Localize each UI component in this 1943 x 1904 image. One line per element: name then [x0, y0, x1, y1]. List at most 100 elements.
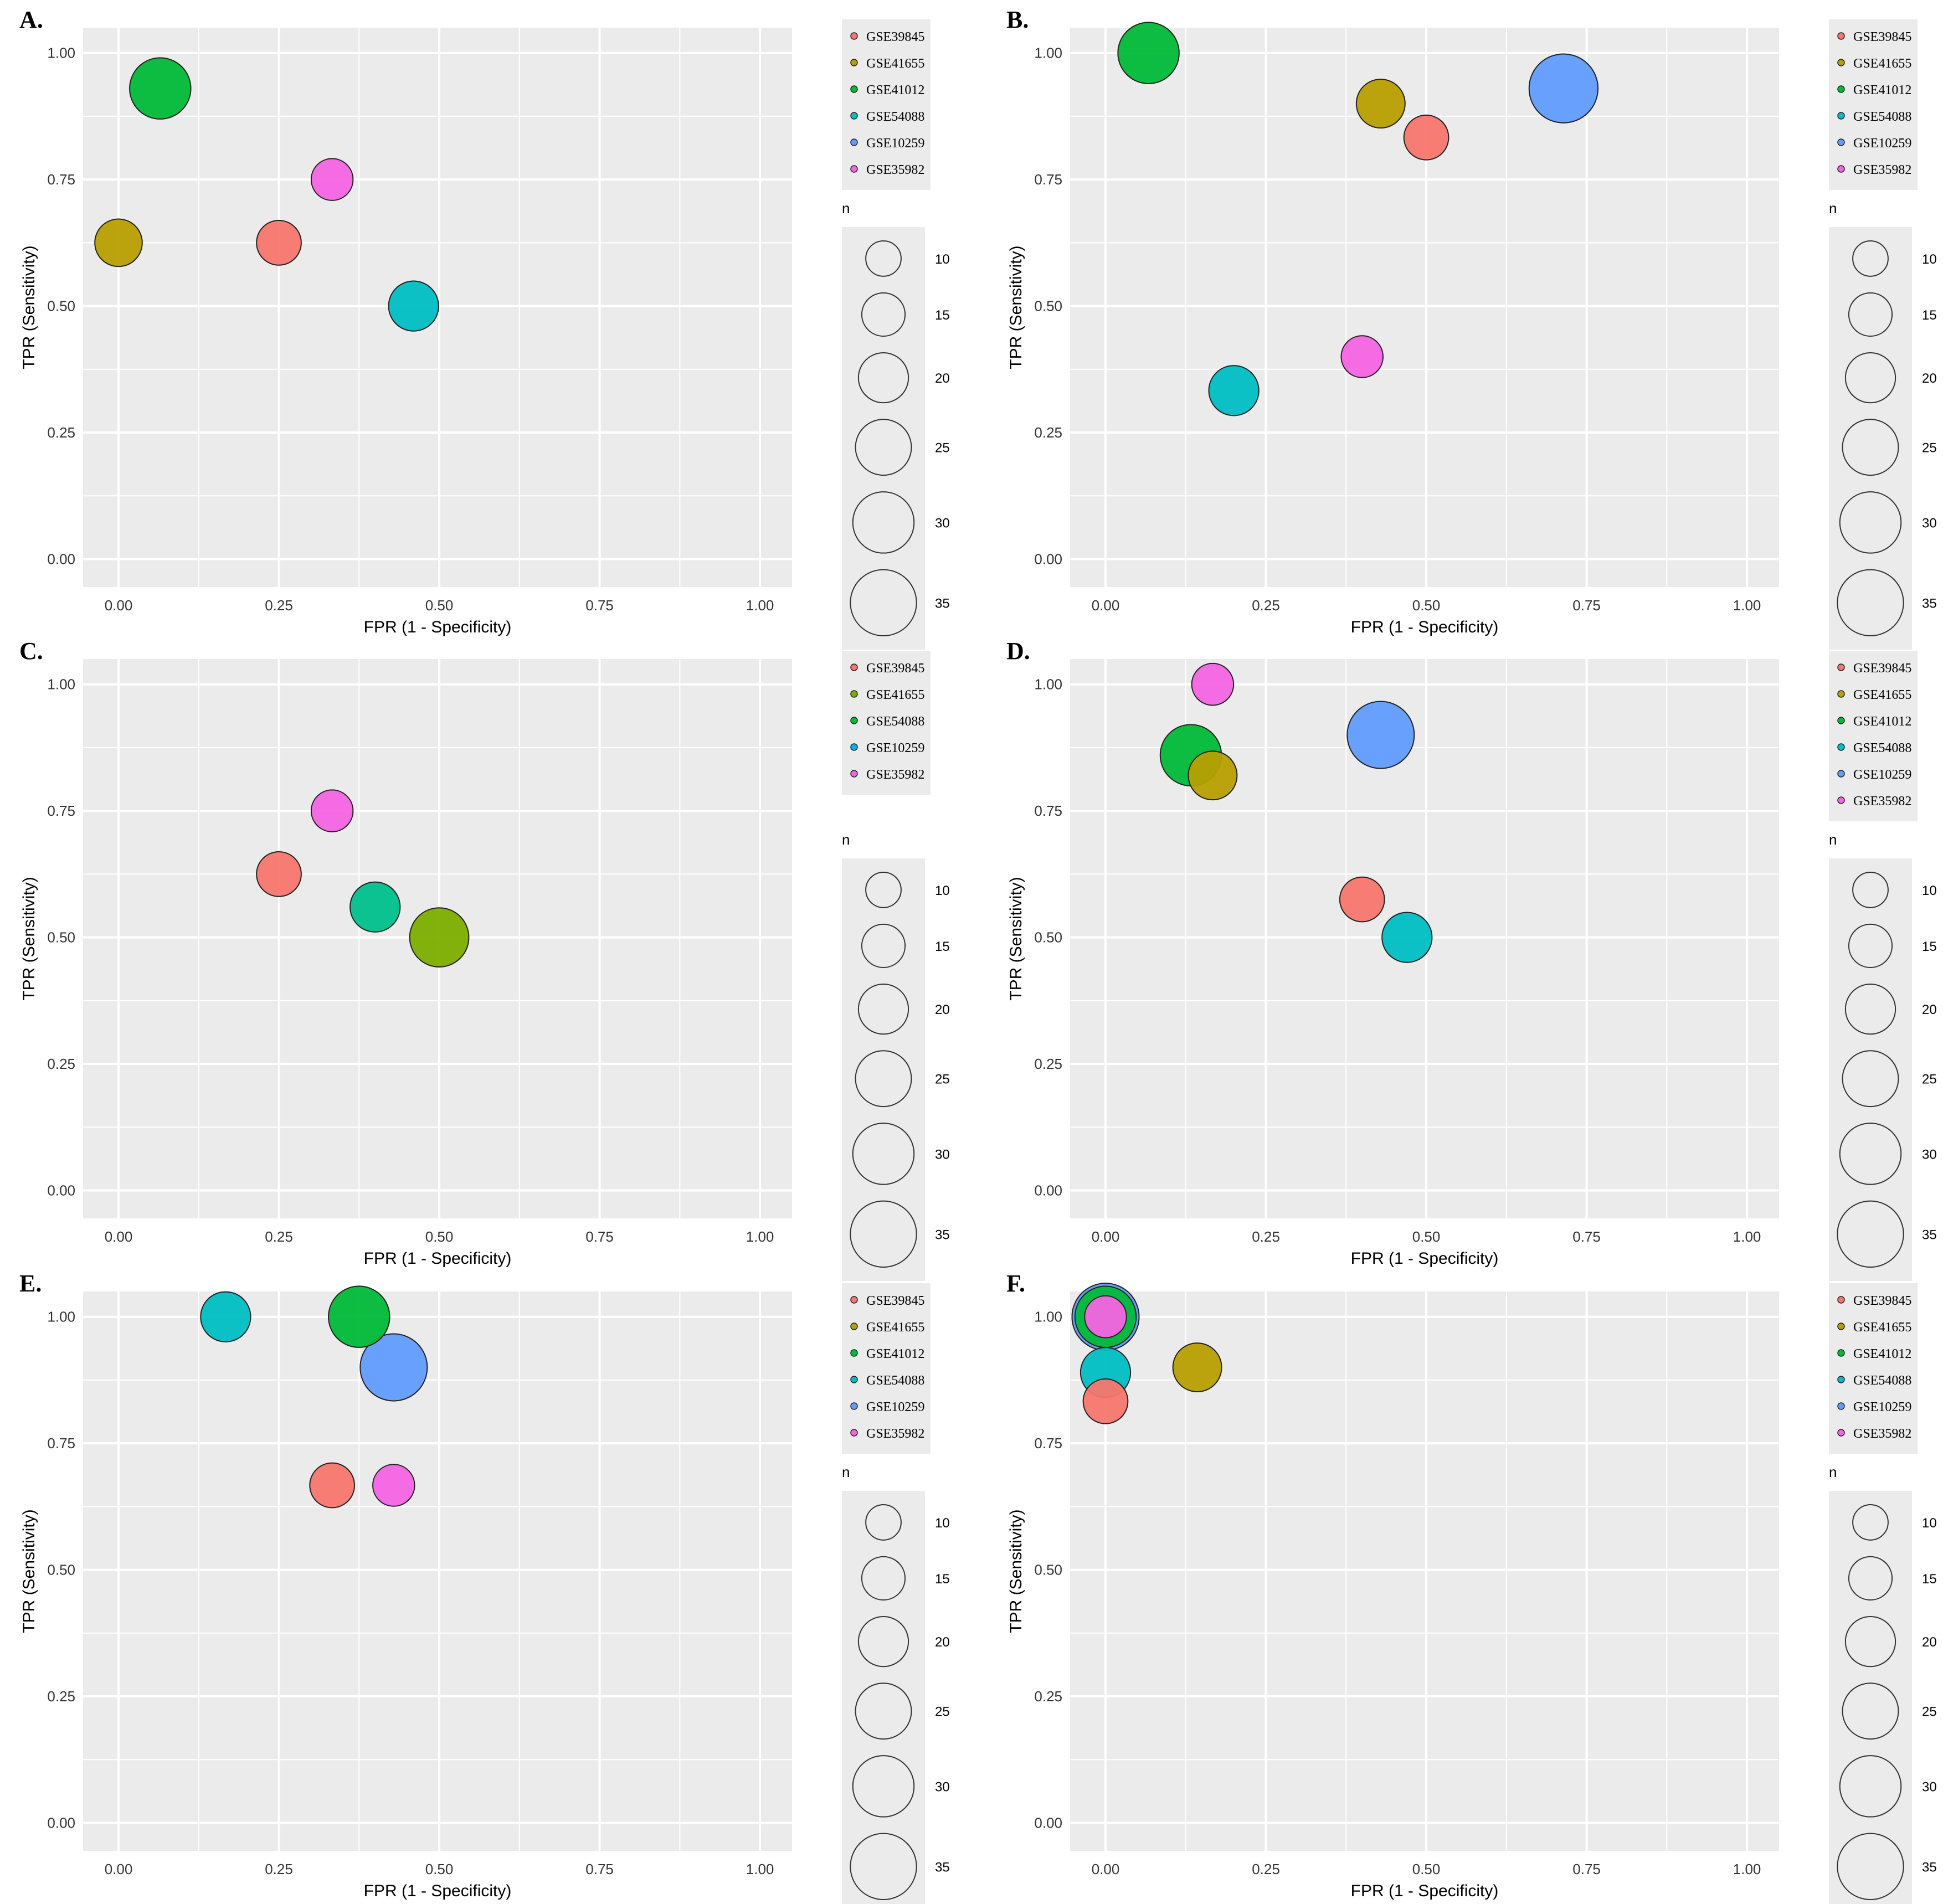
size-legend-label: 25: [935, 1705, 950, 1720]
size-legend-title: n: [1829, 200, 1837, 217]
x-tick-label: 0.50: [425, 597, 454, 614]
panel-b: B. 0.00 0.00 0.25 0.25 0.50 0.50 0.75 0.75 1.00 1.…: [1006, 6, 1937, 650]
x-tick-label: 0.25: [1252, 597, 1280, 614]
data-point-gse54088: [1381, 912, 1433, 963]
legend-label: GSE41655: [866, 688, 924, 702]
size-legend-circle: [1848, 923, 1893, 968]
x-tick-label: 0.25: [265, 1228, 293, 1245]
legend-key-background: [1829, 19, 1918, 190]
y-tick-label: 0.50: [1034, 929, 1062, 946]
size-legend-circle: [1837, 1200, 1904, 1268]
y-tick-label: 0.00: [47, 1182, 75, 1199]
size-legend-label: 15: [1922, 1572, 1937, 1587]
size-legend-circle: [1842, 1682, 1899, 1740]
legend-swatch: [1837, 743, 1845, 751]
legend-swatch: [1837, 1429, 1845, 1437]
y-tick-label: 0.00: [1034, 1182, 1062, 1199]
y-tick-label: 0.25: [1034, 1056, 1062, 1072]
size-legend-circle: [1844, 352, 1896, 404]
y-tick-label: 0.25: [47, 1056, 75, 1072]
legend-swatch: [1837, 1402, 1845, 1410]
legend-swatch: [850, 1376, 858, 1383]
panel-letter: D.: [1006, 637, 1030, 665]
x-tick-label: 0.75: [1572, 1861, 1601, 1877]
legend-swatch: [850, 717, 858, 724]
y-tick-label: 0.75: [47, 802, 75, 819]
data-point-gse54088: [349, 881, 401, 933]
y-tick-label: 0.25: [1034, 424, 1062, 441]
y-tick-label: 0.25: [1034, 1688, 1062, 1705]
data-point-gse35982: [310, 789, 354, 832]
legend-swatch: [850, 770, 858, 778]
legend-label: GSE39845: [1853, 661, 1911, 676]
legend-label: GSE54088: [1853, 741, 1911, 755]
size-legend-circle: [1844, 983, 1896, 1035]
x-axis-title: FPR (1 - Specificity): [1351, 618, 1499, 636]
x-tick-label: 0.00: [1092, 597, 1120, 614]
legend-label: GSE41012: [866, 1347, 924, 1361]
x-tick-label: 0.75: [1572, 597, 1601, 614]
x-tick-label: 1.00: [1733, 1861, 1761, 1877]
y-tick-label: 0.50: [47, 298, 75, 315]
size-legend-label: 15: [1922, 939, 1937, 954]
x-tick-label: 0.25: [265, 1861, 293, 1877]
size-legend-label: 10: [935, 252, 950, 267]
y-tick-label: 1.00: [47, 45, 75, 61]
size-legend-label: 10: [935, 883, 950, 898]
y-axis-title: TPR (Sensitivity): [20, 1509, 38, 1633]
size-legend-background: [842, 227, 925, 650]
size-legend-circle: [1839, 491, 1902, 554]
legend-swatch: [1837, 1376, 1845, 1383]
size-legend-label: 35: [935, 1227, 950, 1242]
x-axis-title: FPR (1 - Specificity): [364, 1882, 512, 1900]
x-tick-label: 0.75: [585, 597, 614, 614]
y-axis-title: TPR (Sensitivity): [1007, 245, 1025, 369]
legend-label: GSE39845: [1853, 1294, 1911, 1308]
x-axis-title: FPR (1 - Specificity): [1351, 1882, 1499, 1900]
legend-label: GSE54088: [1853, 1373, 1911, 1388]
size-legend-label: 20: [1922, 371, 1937, 386]
size-legend-circle: [1839, 1755, 1902, 1818]
legend-label: GSE41655: [866, 56, 924, 71]
legend-label: GSE10259: [1853, 1400, 1911, 1414]
legend-label: GSE10259: [866, 741, 924, 755]
legend-key-background: [842, 19, 931, 190]
x-tick-label: 1.00: [746, 597, 774, 614]
size-legend-circle: [861, 923, 906, 968]
panel-c: C. 0.00 0.00 0.25 0.25 0.50 0.50 0.75 0.75 1.00 1.…: [19, 637, 950, 1282]
y-tick-label: 0.75: [47, 1435, 75, 1452]
legend-swatch: [1837, 59, 1845, 66]
legend-swatch: [1837, 165, 1845, 173]
legend-label: GSE41012: [866, 83, 924, 97]
legend-label: GSE54088: [866, 1373, 924, 1388]
size-legend-circle: [852, 1755, 915, 1818]
size-legend-circle: [852, 1123, 915, 1185]
y-tick-label: 1.00: [1034, 1309, 1062, 1325]
size-legend-circle: [861, 292, 906, 337]
legend-label: GSE10259: [1853, 768, 1911, 782]
legend-label: GSE39845: [866, 1294, 924, 1308]
size-legend-label: 25: [1922, 1072, 1937, 1087]
legend-swatch: [850, 112, 858, 120]
data-point-gse54088: [388, 280, 439, 332]
x-tick-label: 0.00: [105, 597, 133, 614]
size-legend-label: 10: [1922, 883, 1937, 898]
data-point-gse35982: [1084, 1295, 1127, 1339]
size-legend-circle: [855, 419, 912, 476]
size-legend-circle: [861, 1556, 906, 1601]
legend-swatch: [1837, 1322, 1845, 1330]
data-point-gse41012: [1117, 22, 1180, 84]
y-tick-label: 0.75: [47, 171, 75, 188]
size-legend-label: 30: [935, 516, 950, 531]
legend-swatch: [1837, 1296, 1845, 1304]
size-legend-title: n: [842, 200, 850, 217]
size-legend-label: 25: [935, 1072, 950, 1087]
data-point-gse54088: [1208, 365, 1260, 416]
legend-label: GSE41012: [1853, 83, 1911, 97]
size-legend-circle: [1852, 872, 1889, 908]
size-legend-label: 35: [935, 596, 950, 611]
size-legend-label: 25: [1922, 441, 1937, 456]
size-legend-background: [842, 858, 925, 1282]
legend-swatch: [850, 1296, 858, 1304]
y-tick-label: 0.50: [1034, 1562, 1062, 1578]
